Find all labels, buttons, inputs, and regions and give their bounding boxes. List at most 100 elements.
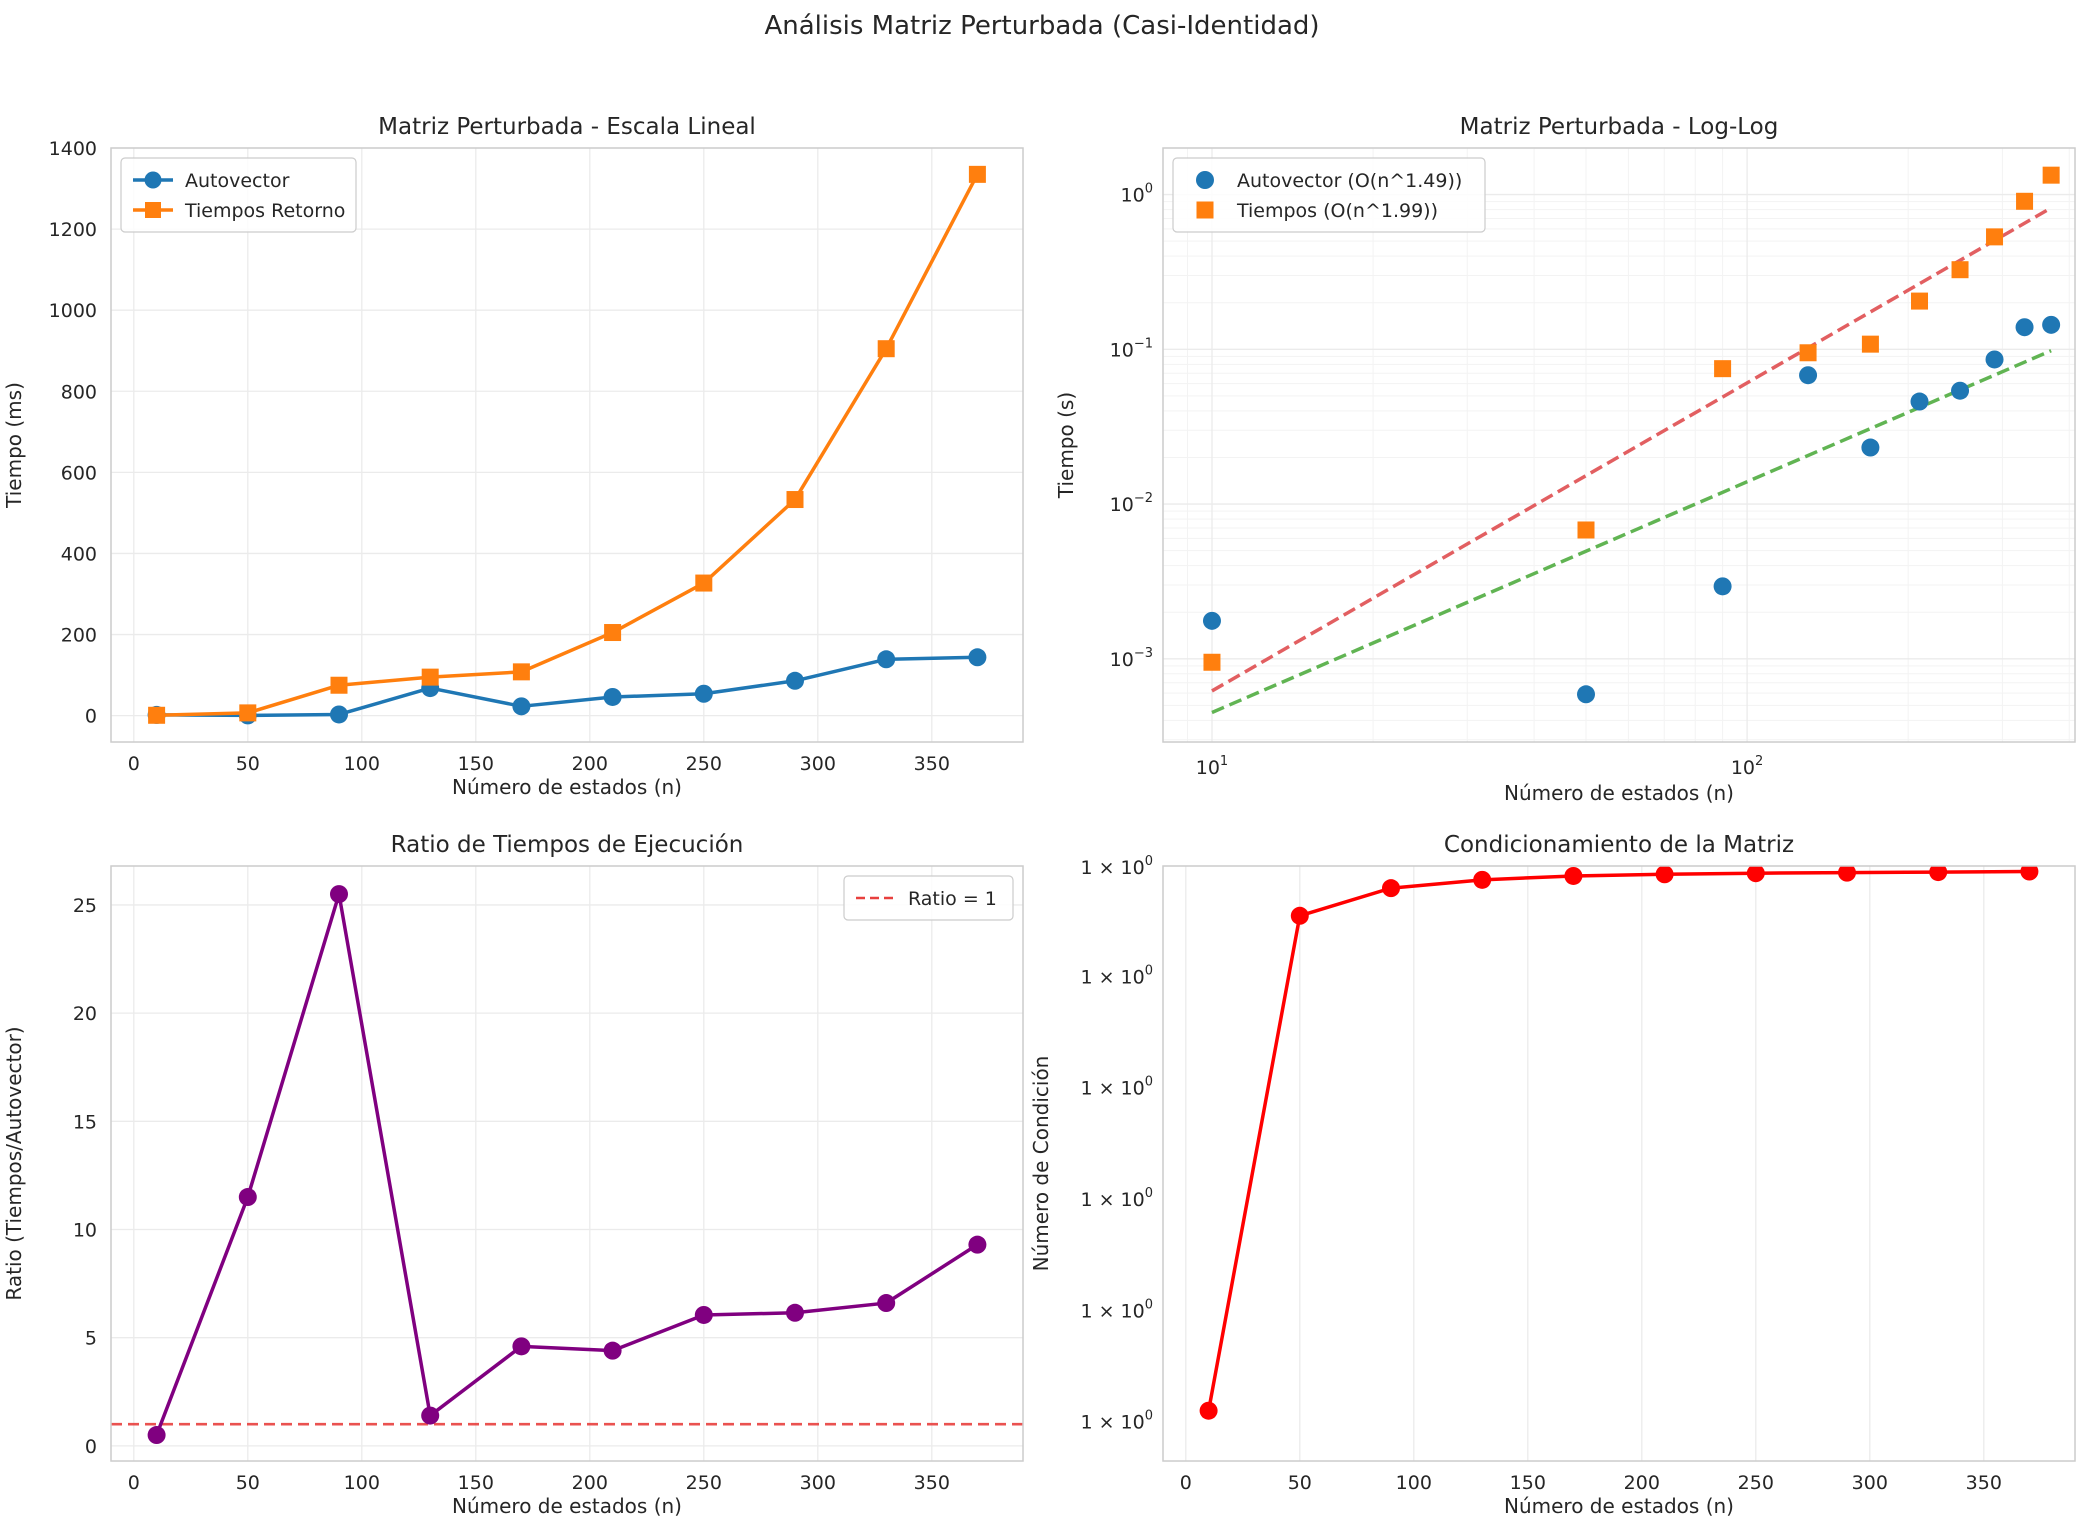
fit-line: [1211, 349, 2052, 715]
x-tick-label: 100: [344, 753, 380, 775]
data-point: [330, 705, 348, 724]
legend-box: [843, 875, 1014, 921]
data-point: [694, 1305, 713, 1324]
y-tick-label: 15: [73, 1111, 97, 1133]
x-tick-label: 300: [800, 1472, 836, 1494]
y-tick-label: 800: [61, 381, 97, 403]
data-point: [1577, 521, 1595, 539]
plot-area-lineal: [111, 148, 1023, 742]
x-tick-label: 102: [1731, 754, 1763, 779]
data-point: [786, 671, 804, 690]
series-line-0: [154, 892, 979, 1436]
subplot-lineal: 0 50 100 150 200 250 300 350 0 200 400 600 800 1000 12…: [2, 114, 1024, 799]
data-point: [1655, 866, 1674, 884]
data-point: [2015, 318, 2034, 337]
data-point: [1799, 366, 1818, 385]
y-axis-label: Número de Condición: [1029, 1056, 1053, 1272]
series-line-0: [1206, 869, 2030, 1412]
subplot-title: Matriz Perturbada - Escala Lineal: [378, 114, 756, 140]
y-tick-label-base: 1 × 10: [1080, 1189, 1144, 1211]
legend-box: [120, 157, 357, 233]
y-tick-label-base: 1 × 10: [1080, 967, 1144, 989]
y-tick-label: 100: [1121, 182, 1153, 207]
legend-label: Tiempos Retorno: [184, 200, 345, 222]
data-point: [1203, 653, 1221, 671]
x-tick-label: 100: [1396, 1472, 1432, 1494]
data-point: [1951, 381, 1970, 400]
legend-box: [1172, 157, 1486, 233]
data-point: [1861, 438, 1880, 457]
legend-marker: [144, 171, 162, 189]
legend: Autovector Tiempos Retorno: [120, 157, 357, 233]
data-point: [695, 574, 713, 592]
legend-label: Autovector (O(n^1.49)): [1237, 170, 1462, 192]
x-tick-label: 100: [344, 1472, 380, 1494]
y-tick-label: 1 × 100: [1080, 1186, 1153, 1211]
data-point: [512, 663, 530, 681]
data-point: [147, 1426, 166, 1445]
x-tick-label: 300: [1852, 1472, 1888, 1494]
y-tick-label-exp: 0: [1145, 1408, 1153, 1423]
data-point: [330, 885, 348, 904]
chart-grid: 0 50 100 150 200 250 300 3500200400600800100012…: [2, 114, 2076, 1518]
x-tick-label: 0: [1180, 1472, 1192, 1494]
y-tick-label: 10−1: [1110, 336, 1153, 361]
y-tick-label-exp: 0: [1145, 1186, 1153, 1201]
y-axis-label: Tiempo (s): [1054, 392, 1078, 499]
y-tick-label: 1000: [49, 300, 97, 322]
y-tick-label: 1 × 100: [1080, 854, 1153, 879]
data-point: [330, 676, 348, 694]
x-tick-label: 200: [572, 1472, 608, 1494]
legend-label: Autovector: [185, 170, 290, 192]
y-axis-label: Tiempo (ms): [2, 382, 26, 509]
data-point: [148, 706, 166, 724]
x-axis-label: Número de estados (n): [1504, 1494, 1734, 1518]
data-point: [877, 650, 896, 669]
legend-label: Ratio = 1: [908, 888, 997, 910]
y-tick-label: 1 × 100: [1080, 1297, 1153, 1322]
x-axis-label: Número de estados (n): [452, 775, 682, 799]
plot-area-ratio: [111, 866, 1023, 1461]
data-point: [2020, 866, 2039, 881]
y-tick-label-base: 1 × 10: [1080, 857, 1144, 879]
data-point: [786, 1303, 804, 1322]
y-tick-label-base: 10: [1110, 339, 1134, 361]
y-tick-label-exp: −3: [1134, 646, 1153, 661]
data-point: [1985, 350, 2004, 369]
data-point: [1861, 335, 1879, 353]
y-tick-label-base: 10: [1110, 649, 1134, 671]
data-point: [1929, 866, 1948, 882]
y-tick-label: 1 × 100: [1080, 1075, 1153, 1100]
series-line-1: [156, 173, 979, 718]
y-tick-label: 200: [61, 625, 97, 647]
data-point: [1202, 611, 1221, 630]
x-tick-label: 150: [458, 1472, 494, 1494]
y-tick-label: 1400: [49, 138, 97, 160]
data-point: [1577, 685, 1596, 704]
y-tick-label: 10: [73, 1219, 97, 1241]
data-point: [1714, 360, 1732, 378]
data-point: [1199, 1401, 1218, 1420]
subplot-ratio: 0 50 100 150 200 250 300 350 0 5 10 15 20 25 Ratio de …: [2, 832, 1024, 1518]
legend-marker: [1196, 201, 1214, 219]
y-tick-label-exp: 0: [1145, 1075, 1153, 1090]
y-tick-label: 25: [73, 895, 97, 917]
y-tick-label: 10−2: [1110, 491, 1153, 516]
series-line-0: [156, 655, 978, 718]
x-axis-label: Número de estados (n): [1504, 781, 1734, 805]
data-point: [604, 624, 622, 642]
x-tick-label: 150: [1510, 1472, 1546, 1494]
legend-marker: [145, 202, 161, 218]
data-point: [1746, 866, 1765, 883]
axes-frame: [110, 147, 1024, 743]
data-point: [421, 668, 439, 686]
x-tick-label: 250: [686, 1472, 722, 1494]
subplot-title: Matriz Perturbada - Log-Log: [1460, 114, 1779, 140]
x-tick-label-base: 10: [1196, 757, 1220, 779]
data-point: [1290, 906, 1309, 925]
axes-frame: [1162, 147, 2076, 743]
data-point: [968, 648, 987, 667]
axes-frame: [110, 865, 1024, 1462]
x-tick-label: 0: [128, 753, 140, 775]
